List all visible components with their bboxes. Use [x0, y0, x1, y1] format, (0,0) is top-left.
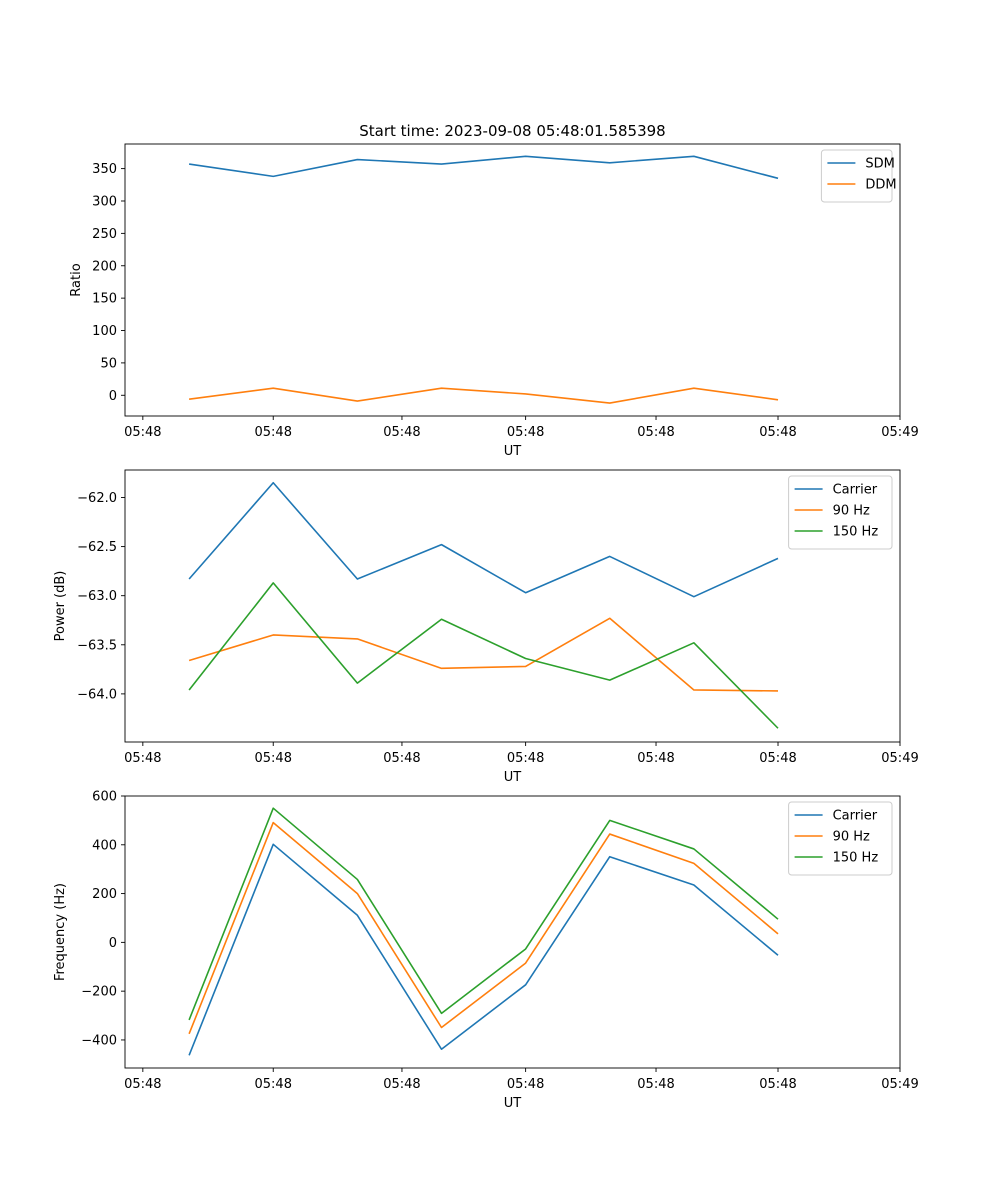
x-tick-label: 05:48	[383, 425, 420, 440]
x-tick-label: 05:48	[637, 1077, 674, 1092]
x-tick-label: 05:48	[255, 425, 292, 440]
y-axis-label: Frequency (Hz)	[53, 883, 68, 981]
x-tick-label: 05:48	[637, 425, 674, 440]
x-axis-label: UT	[504, 1096, 522, 1111]
x-tick-label: 05:48	[507, 1077, 544, 1092]
y-tick-label: −63.5	[77, 638, 117, 653]
x-tick-label: 05:49	[881, 751, 918, 766]
x-tick-label: 05:49	[881, 1077, 918, 1092]
legend-label: 150 Hz	[833, 851, 879, 866]
legend-label: Carrier	[833, 809, 878, 824]
legend-label: SDM	[865, 157, 894, 172]
legend-label: 90 Hz	[833, 504, 870, 519]
chart-panel-1: Start time: 2023-09-08 05:48:01.58539805…	[69, 122, 919, 459]
y-tick-label: −62.5	[77, 540, 117, 555]
legend: Carrier 90 Hz 150 Hz	[788, 801, 893, 876]
series-line-150-hz	[188, 582, 779, 729]
y-tick-label: 0	[109, 936, 117, 951]
y-axis-label: Ratio	[69, 263, 84, 296]
axes-frame	[124, 143, 901, 417]
legend-label: 150 Hz	[833, 525, 879, 540]
y-tick-label: 100	[92, 324, 117, 339]
series-line-90-hz	[188, 617, 779, 692]
series-line-ddm	[189, 387, 779, 404]
x-axis-label: UT	[504, 444, 522, 459]
series-line-90-hz	[188, 821, 779, 1035]
legend-label: Carrier	[833, 483, 878, 498]
series-line-carrier	[188, 843, 779, 1056]
chart-title: Start time: 2023-09-08 05:48:01.585398	[359, 122, 665, 140]
x-tick-label: 05:48	[383, 1077, 420, 1092]
legend-label: DDM	[865, 178, 896, 193]
x-tick-label: 05:48	[507, 425, 544, 440]
x-tick-label: 05:48	[759, 425, 796, 440]
y-tick-label: 200	[92, 887, 117, 902]
y-tick-label: 300	[92, 194, 117, 209]
x-tick-label: 05:48	[124, 1077, 161, 1092]
y-tick-label: −400	[81, 1033, 117, 1048]
y-tick-label: 0	[109, 389, 117, 404]
x-tick-label: 05:48	[124, 425, 161, 440]
y-tick-label: 150	[92, 292, 117, 307]
series-line-sdm	[188, 155, 779, 180]
x-tick-label: 05:48	[124, 751, 161, 766]
y-tick-label: −64.0	[77, 687, 117, 702]
series-line-150-hz	[188, 807, 779, 1021]
y-tick-label: 400	[92, 838, 117, 853]
y-tick-label: −62.0	[77, 491, 117, 506]
y-tick-label: −200	[81, 985, 117, 1000]
x-tick-label: 05:48	[759, 751, 796, 766]
x-tick-label: 05:48	[255, 751, 292, 766]
series-line-carrier	[188, 481, 779, 598]
x-tick-label: 05:48	[759, 1077, 796, 1092]
y-tick-label: 50	[100, 356, 117, 371]
y-axis-label: Power (dB)	[53, 571, 68, 642]
x-tick-label: 05:49	[881, 425, 918, 440]
y-tick-label: 250	[92, 227, 117, 242]
axes-frame	[124, 795, 901, 1069]
chart-panel-2: 05:48 05:48 05:48 05:48 05:48 05:48 05:49 −64.0…	[53, 469, 919, 785]
y-tick-label: 350	[92, 162, 117, 177]
axes-frame	[124, 469, 901, 743]
y-tick-label: 200	[92, 259, 117, 274]
x-axis-label: UT	[504, 770, 522, 785]
legend: SDM DDM	[820, 149, 897, 203]
x-tick-label: 05:48	[507, 751, 544, 766]
legend: Carrier 90 Hz 150 Hz	[788, 475, 893, 550]
y-tick-label: −63.0	[77, 589, 117, 604]
x-tick-label: 05:48	[383, 751, 420, 766]
chart-panel-3: 05:48 05:48 05:48 05:48 05:48 05:48 05:49 −400 −…	[53, 790, 919, 1112]
x-tick-label: 05:48	[255, 1077, 292, 1092]
x-tick-label: 05:48	[637, 751, 674, 766]
y-tick-label: 600	[92, 790, 117, 805]
legend-label: 90 Hz	[833, 830, 870, 845]
